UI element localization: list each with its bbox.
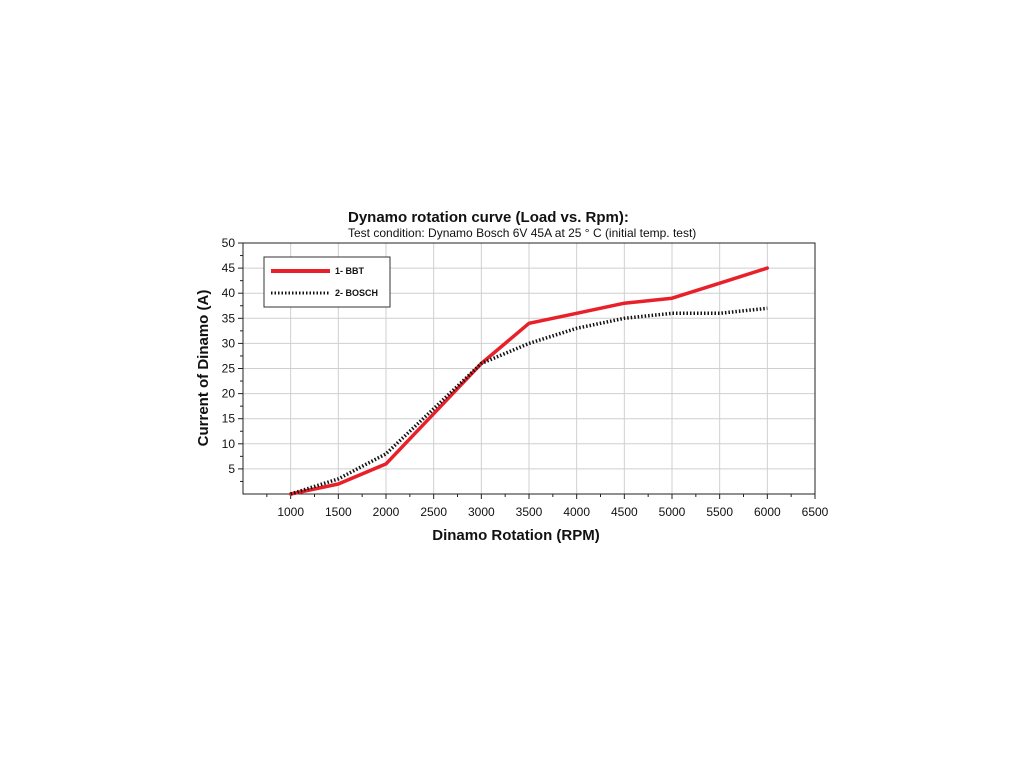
series-layer [288,266,770,496]
y-tick-label: 30 [222,336,236,350]
x-axis-label: Dinamo Rotation (RPM) [432,527,599,544]
x-tick-label: 3000 [468,505,495,519]
y-tick-label: 15 [222,412,236,426]
x-tick-label: 5000 [659,505,686,519]
x-tick-label: 2000 [373,505,400,519]
x-tick-label: 4500 [611,505,638,519]
legend-label-bbt: 1- BBT [335,266,365,276]
series-line-bbt [288,266,770,496]
axis-ticks [238,242,816,499]
y-tick-label: 20 [222,387,236,401]
y-axis-label: Current of Dinamo (A) [195,290,212,447]
y-tick-label: 50 [222,236,236,250]
x-tick-label: 1500 [325,505,352,519]
y-tick-label: 45 [222,261,236,275]
chart-title: Dynamo rotation curve (Load vs. Rpm): [348,209,629,226]
x-tick-label: 6500 [802,505,829,519]
y-tick-labels: 5 10 15 20 25 30 35 40 45 50 [222,236,236,476]
y-tick-label: 40 [222,286,236,300]
y-tick-label: 35 [222,311,236,325]
x-tick-label: 6000 [754,505,781,519]
series-line-bosch [290,306,768,496]
legend: 1- BBT 2- BOSCH [263,256,391,308]
x-tick-label: 2500 [420,505,447,519]
chart-subtitle: Test condition: Dynamo Bosch 6V 45A at 2… [348,226,696,240]
legend-box [263,256,391,308]
x-tick-label: 4000 [563,505,590,519]
y-tick-label: 5 [228,462,235,476]
x-tick-label: 1000 [277,505,304,519]
legend-label-bosch: 2- BOSCH [335,288,378,298]
x-tick-label: 3500 [516,505,543,519]
y-tick-label: 25 [222,362,236,376]
y-tick-label: 10 [222,437,236,451]
x-tick-label: 5500 [706,505,733,519]
x-tick-labels: 1000 1500 2000 2500 3000 3500 4000 4500 5000 5500… [277,505,828,519]
